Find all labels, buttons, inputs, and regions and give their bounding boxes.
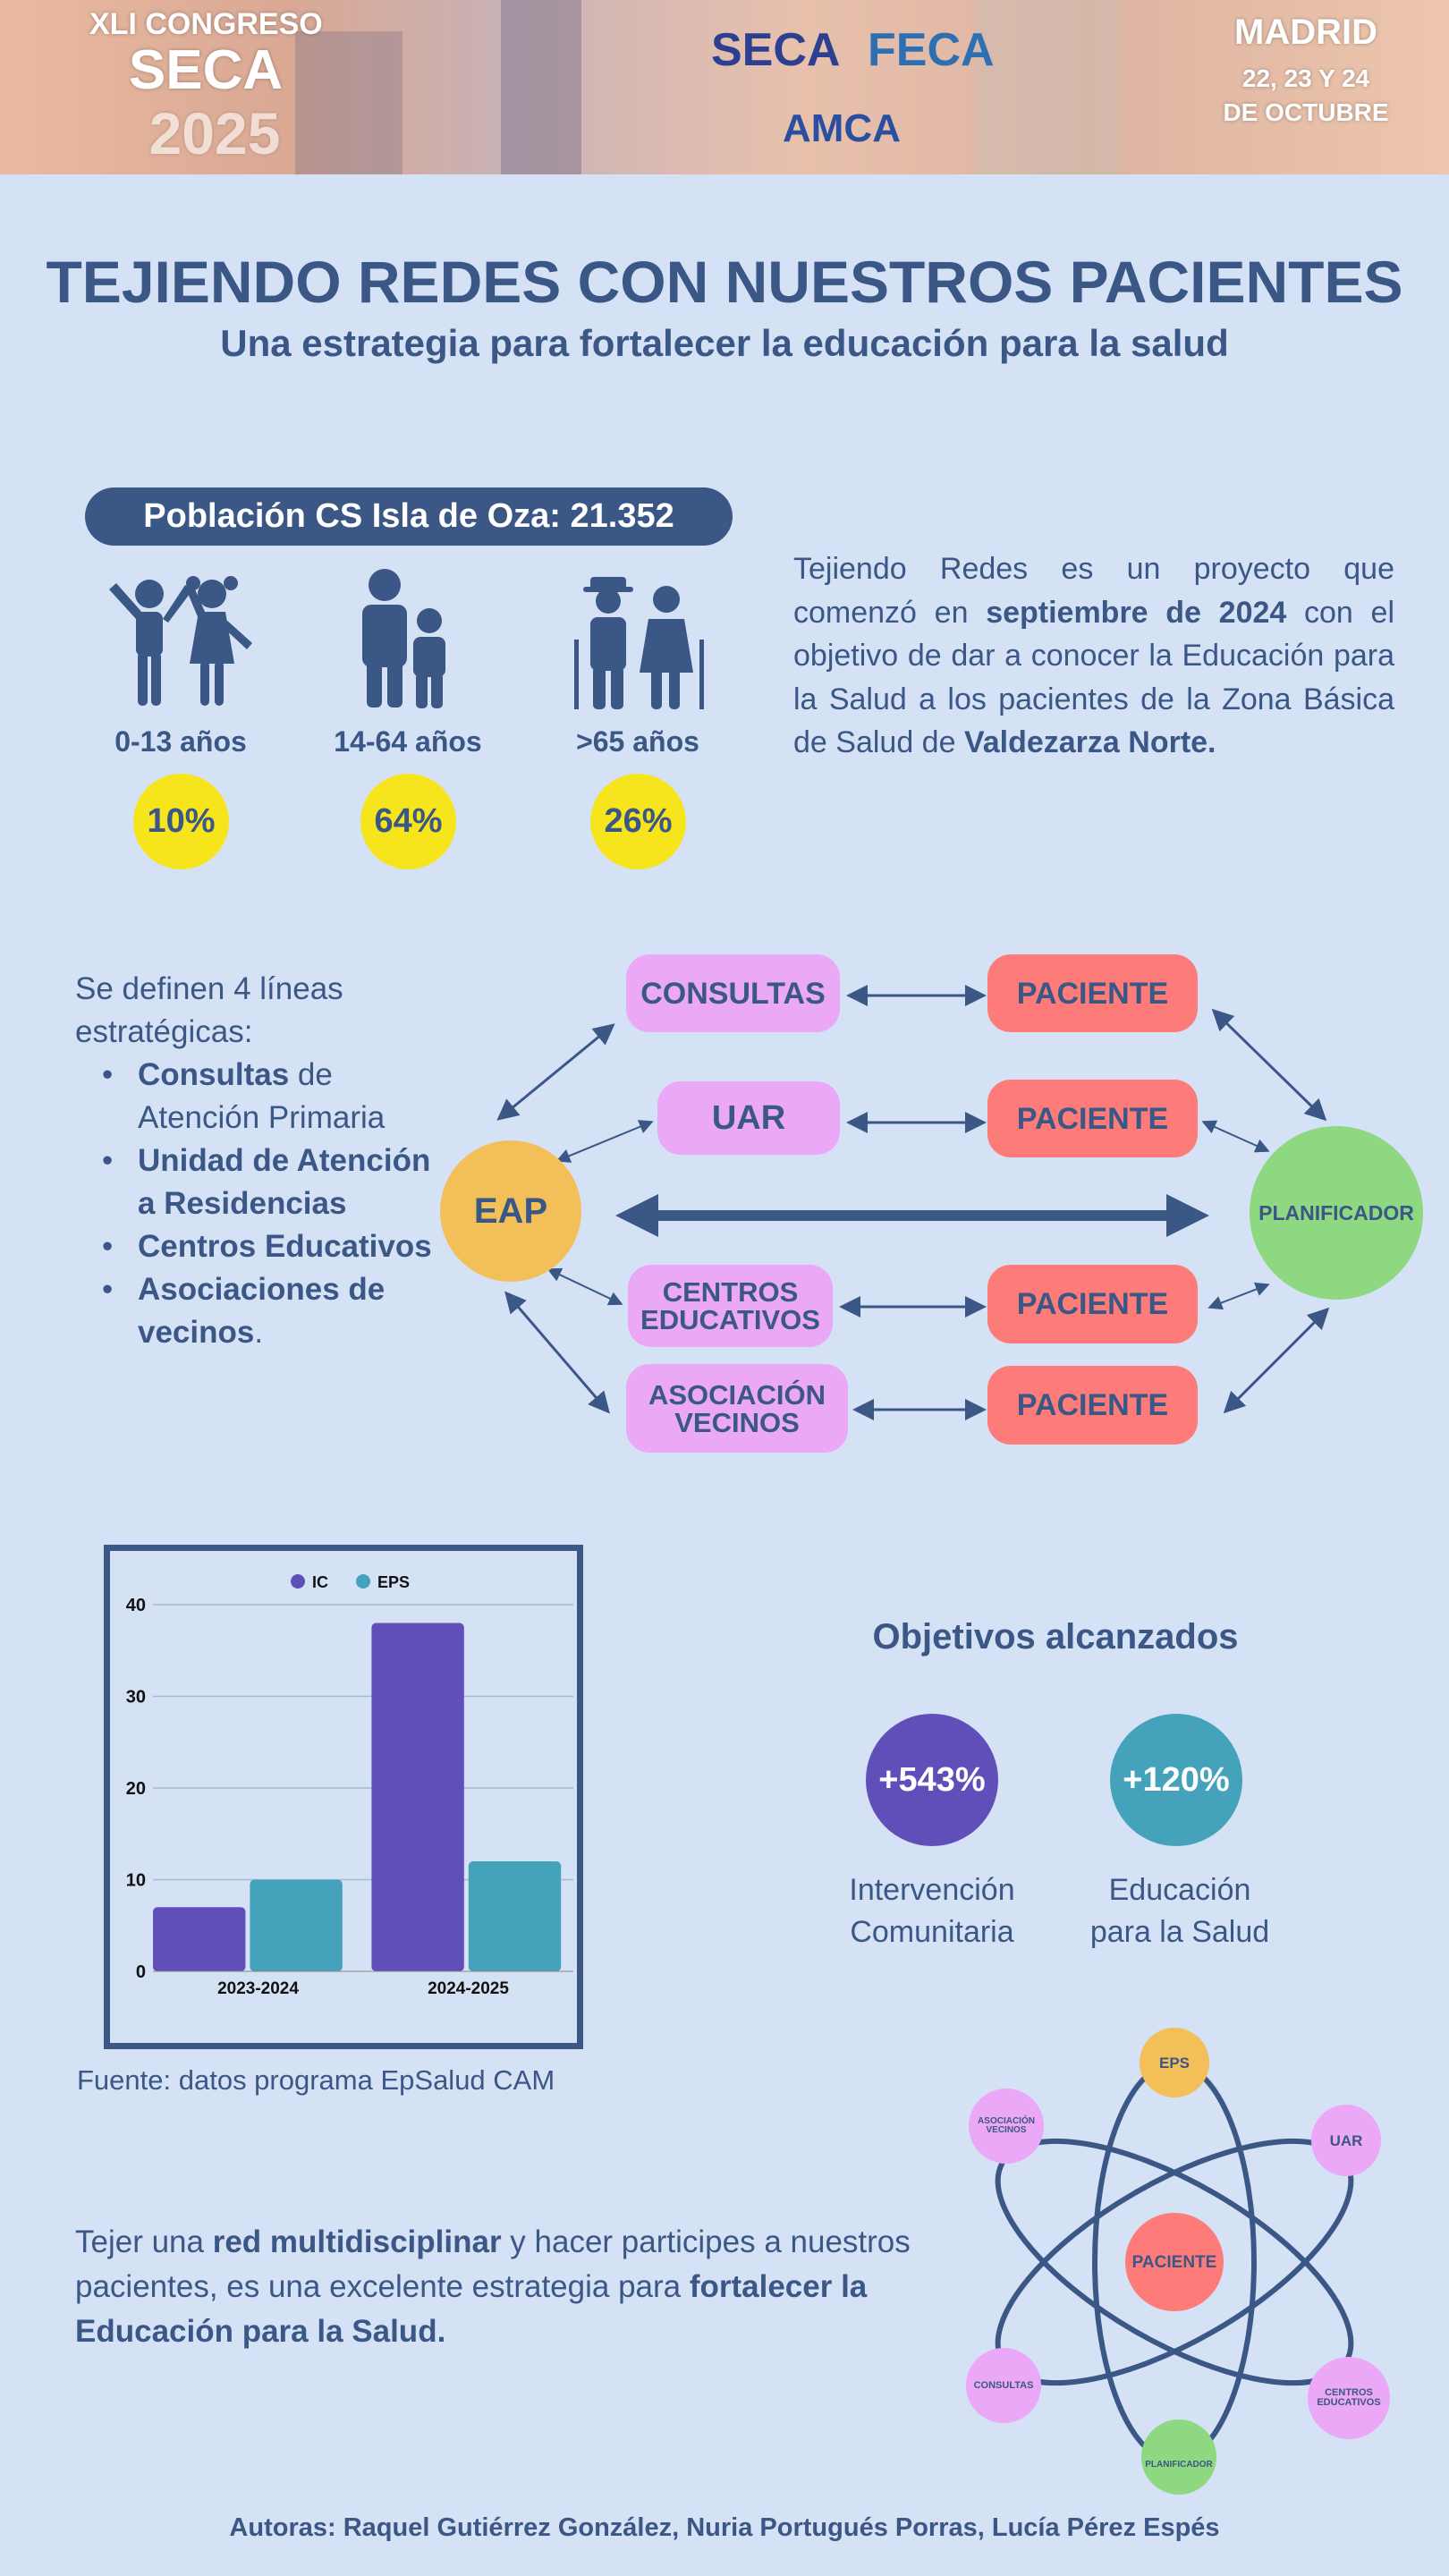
legend-label: IC xyxy=(312,1573,328,1591)
node-paciente: PACIENTE xyxy=(987,1265,1198,1343)
objective-value: +543% xyxy=(866,1714,998,1846)
node-centros-educativos: CENTROS EDUCATIVOS xyxy=(628,1265,833,1347)
node-paciente: PACIENTE xyxy=(987,954,1198,1032)
flow-arrows xyxy=(496,985,1330,1420)
atom-node-consultas: CONSULTAS xyxy=(966,2348,1041,2423)
legend-marker xyxy=(356,1574,370,1589)
age-percentage: 26% xyxy=(590,774,686,869)
atom-node-asociacion: ASOCIACIÓN VECINOS xyxy=(969,2089,1044,2164)
children-icon xyxy=(109,576,252,706)
authors: Autoras: Raquel Gutiérrez González, Nuri… xyxy=(229,2513,1220,2542)
bar-ic xyxy=(371,1623,464,1971)
legend-label: EPS xyxy=(377,1573,410,1591)
node-asociacion-vecinos: ASOCIACIÓN VECINOS xyxy=(626,1364,848,1453)
list-item: Asociaciones de vecinos. xyxy=(75,1268,451,1354)
bar-eps xyxy=(250,1879,343,1971)
congress-label: XLI CONGRESO xyxy=(89,7,323,41)
seca-label: SECA xyxy=(128,39,284,101)
list-item: Unidad de Atención a Residencias xyxy=(75,1140,451,1225)
y-tick-label: 30 xyxy=(126,1688,146,1707)
month-label: DE OCTUBRE xyxy=(1223,98,1389,126)
node-paciente: PACIENTE xyxy=(987,1080,1198,1157)
age-percentage: 10% xyxy=(133,774,229,869)
age-group-label: >65 años xyxy=(576,725,699,758)
y-tick-label: 0 xyxy=(136,1962,146,1982)
year-label: 2025 xyxy=(148,100,281,166)
atom-center-paciente: PACIENTE xyxy=(1125,2213,1224,2311)
x-tick-label: 2023-2024 xyxy=(217,1979,299,1998)
strategic-lines: Se definen 4 líneas estratégicas: Consul… xyxy=(75,968,451,1354)
page-title: TEJIENDO REDES CON NUESTROS PACIENTES xyxy=(46,249,1403,315)
list-item: Consultas de Atención Primaria xyxy=(75,1054,451,1140)
y-tick-label: 20 xyxy=(126,1779,146,1799)
city-label: MADRID xyxy=(1234,13,1377,52)
chart-source: Fuente: datos programa EpSalud CAM xyxy=(77,2064,555,2096)
node-eap: EAP xyxy=(440,1140,581,1282)
y-tick-label: 10 xyxy=(126,1871,146,1891)
project-description: Tejiendo Redes es un proyecto que comenz… xyxy=(793,552,1394,759)
page-subtitle: Una estrategia para fortalecer la educac… xyxy=(220,322,1229,364)
atom-node-planificador: PLANIFICADOR xyxy=(1141,2419,1216,2495)
atom-node-centros: CENTROS EDUCATIVOS xyxy=(1308,2357,1390,2439)
population-badge: Población CS Isla de Oza: 21.352 xyxy=(85,487,733,546)
legend-marker xyxy=(291,1574,305,1589)
node-uar: UAR xyxy=(657,1081,840,1155)
adult-child-icon xyxy=(362,569,445,708)
conclusion-text: Tejer una red multidisciplinar y hacer p… xyxy=(75,2224,911,2349)
atom-node-uar: UAR xyxy=(1311,2105,1381,2176)
node-consultas: CONSULTAS xyxy=(626,954,840,1032)
dates-label: 22, 23 Y 24 xyxy=(1241,64,1370,92)
amca-logo: AMCA xyxy=(783,106,901,150)
atom-node-eps: EPS xyxy=(1140,2028,1209,2097)
node-planificador: PLANIFICADOR xyxy=(1250,1126,1423,1300)
age-group-label: 0-13 años xyxy=(114,725,247,758)
age-group-label: 14-64 años xyxy=(334,725,482,758)
objective-label: Intervención Comunitaria xyxy=(849,1873,1015,1949)
feca-logo: FECA xyxy=(868,24,995,76)
bar-eps xyxy=(468,1861,562,1971)
bar-chart-frame: 0 10 20 30 40 2023-2024 2024-2025 IC EPS xyxy=(104,1545,583,2049)
age-percentage: 64% xyxy=(360,774,456,869)
seca-logo: SECA xyxy=(711,24,841,76)
objectives-title: Objetivos alcanzados xyxy=(872,1617,1239,1657)
node-paciente: PACIENTE xyxy=(987,1366,1198,1445)
strategic-lines-intro: Se definen 4 líneas estratégicas: xyxy=(75,971,343,1049)
congress-banner: XLI CONGRESO SECA 2025 SECA FECA AMCA MA… xyxy=(0,0,1449,174)
bar-ic xyxy=(153,1907,246,1971)
elderly-icon xyxy=(574,577,704,709)
objective-label: Educación para la Salud xyxy=(1089,1873,1270,1949)
x-tick-label: 2024-2025 xyxy=(428,1979,509,1998)
list-item: Centros Educativos xyxy=(75,1225,451,1268)
y-tick-label: 40 xyxy=(126,1596,146,1615)
bar-chart: 0 10 20 30 40 2023-2024 2024-2025 IC EPS xyxy=(126,1573,573,1998)
objective-value: +120% xyxy=(1110,1714,1242,1846)
